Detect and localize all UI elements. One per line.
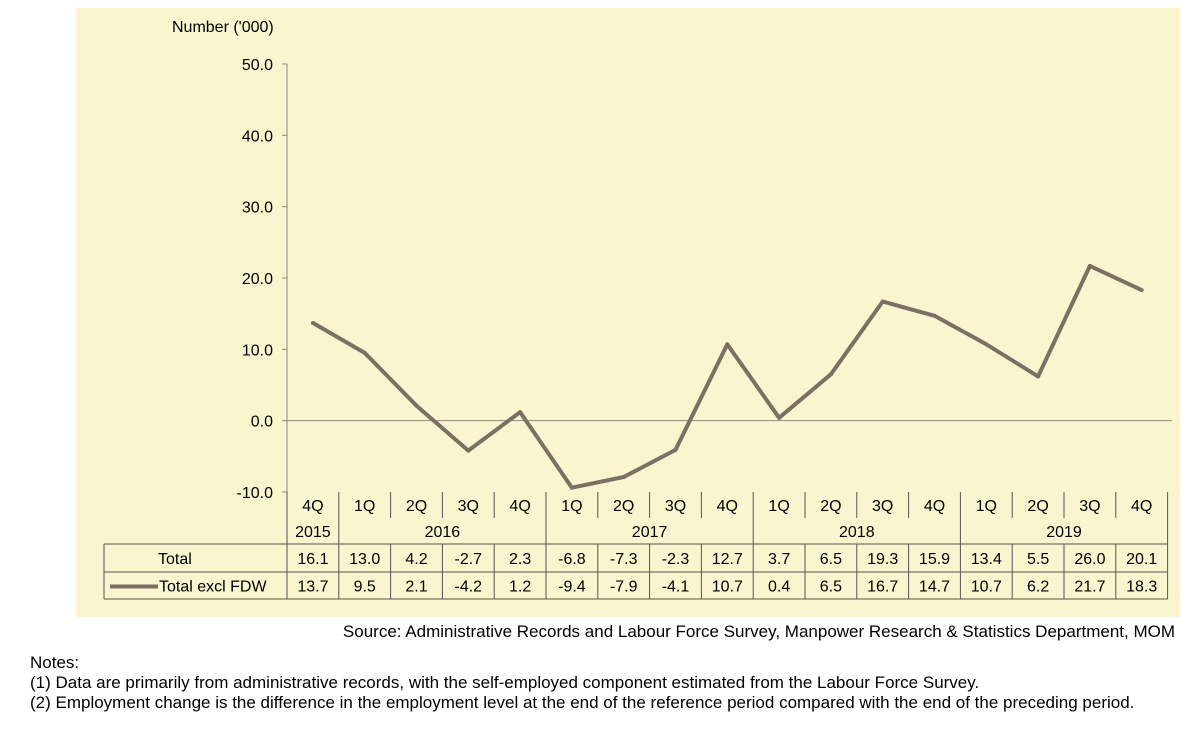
note-2: (2) Employment change is the difference … <box>30 693 1135 712</box>
data-value-label: 26.0 <box>1074 551 1105 568</box>
data-value-label: 9.5 <box>354 579 376 596</box>
data-value-label: 12.7 <box>712 551 743 568</box>
quarter-label: 1Q <box>354 498 375 515</box>
data-value-label: 1.2 <box>509 579 531 596</box>
y-tick-label: 20.0 <box>242 271 273 288</box>
y-tick-label: 10.0 <box>242 342 273 359</box>
y-tick-label: 0.0 <box>251 414 273 431</box>
data-point <box>932 313 937 318</box>
data-point <box>828 372 833 377</box>
quarter-label: 2Q <box>613 498 634 515</box>
year-label: 2015 <box>295 524 331 541</box>
data-value-label: 5.5 <box>1027 551 1049 568</box>
y-tick-label: -10.0 <box>237 485 274 502</box>
data-value-label: 6.5 <box>820 579 842 596</box>
data-table: 4Q 1Q 2Q 3Q 4Q 1Q 2Q 3Q 4Q 1Q 2Q 3Q 4Q 1Q 2Q 3Q 4Q 2015 20… <box>103 492 1169 600</box>
year-label: 2019 <box>1046 524 1082 541</box>
quarter-label: 4Q <box>509 498 530 515</box>
data-value-label: 16.7 <box>867 579 898 596</box>
quarter-label: 4Q <box>924 498 945 515</box>
data-point <box>725 342 730 347</box>
notes: Notes: (1) Data are primarily from admin… <box>30 653 1185 713</box>
y-tick-label: 50.0 <box>242 57 273 74</box>
y-tick-label: 40.0 <box>242 128 273 145</box>
data-value-label: -2.3 <box>662 551 690 568</box>
data-value-label: 6.2 <box>1027 579 1049 596</box>
data-point <box>414 403 419 408</box>
data-point <box>1139 288 1144 293</box>
series-lines <box>310 263 1144 490</box>
data-value-label: 2.3 <box>509 551 531 568</box>
quarter-label: 3Q <box>1079 498 1100 515</box>
data-value-label: -7.9 <box>610 579 638 596</box>
series-name-label: Total excl FDW <box>159 579 267 596</box>
note-1: (1) Data are primarily from administrati… <box>30 673 980 692</box>
data-value-label: 3.7 <box>768 551 790 568</box>
chart-background <box>76 8 1180 617</box>
data-value-label: -4.1 <box>662 579 690 596</box>
quarter-label: 3Q <box>665 498 686 515</box>
data-value-label: 13.4 <box>971 551 1002 568</box>
data-point <box>1036 374 1041 379</box>
quarter-label: 4Q <box>1131 498 1152 515</box>
data-value-label: 10.7 <box>712 579 743 596</box>
quarter-label: 3Q <box>872 498 893 515</box>
quarter-label: 1Q <box>561 498 582 515</box>
data-value-label: 16.1 <box>297 551 328 568</box>
data-point <box>777 415 782 420</box>
quarter-label: 4Q <box>717 498 738 515</box>
data-value-label: 4.2 <box>405 551 427 568</box>
data-value-label: 13.0 <box>349 551 380 568</box>
quarter-label: 2Q <box>406 498 427 515</box>
quarter-label: 1Q <box>768 498 789 515</box>
year-label: 2018 <box>839 524 875 541</box>
quarter-label: 2Q <box>1027 498 1048 515</box>
data-value-label: 14.7 <box>919 579 950 596</box>
year-label: 2016 <box>425 524 461 541</box>
data-value-label: 19.3 <box>867 551 898 568</box>
quarter-label: 4Q <box>302 498 323 515</box>
data-point <box>310 320 315 325</box>
source-note: Source: Administrative Records and Labou… <box>342 622 1175 641</box>
data-point <box>518 410 523 415</box>
data-point <box>880 299 885 304</box>
y-axis: 50.0 40.0 30.0 20.0 10.0 0.0 -10.0 <box>237 57 1172 502</box>
data-value-label: -2.7 <box>455 551 483 568</box>
employment-change-chart: Number ('000) 50.0 40.0 30.0 20.0 10.0 0.0 -10… <box>76 8 1180 617</box>
data-point <box>569 485 574 490</box>
notes-title: Notes: <box>30 653 80 672</box>
data-value-label: 2.1 <box>405 579 427 596</box>
year-label: 2017 <box>632 524 668 541</box>
y-tick-label: 30.0 <box>242 200 273 217</box>
quarter-label: 3Q <box>458 498 479 515</box>
series-name-label: Total <box>158 551 192 568</box>
data-value-label: -4.2 <box>455 579 483 596</box>
data-value-label: -6.8 <box>558 551 586 568</box>
y-axis-title: Number ('000) <box>172 19 274 36</box>
data-value-label: 6.5 <box>820 551 842 568</box>
data-value-label: 15.9 <box>919 551 950 568</box>
data-value-label: 20.1 <box>1126 551 1157 568</box>
data-point <box>362 350 367 355</box>
data-value-label: 0.4 <box>768 579 790 596</box>
data-value-label: -9.4 <box>558 579 586 596</box>
data-point <box>984 342 989 347</box>
data-point <box>1087 263 1092 268</box>
data-value-label: 21.7 <box>1074 579 1105 596</box>
quarter-label: 2Q <box>820 498 841 515</box>
data-point <box>466 448 471 453</box>
data-value-label: 10.7 <box>971 579 1002 596</box>
quarter-label: 1Q <box>976 498 997 515</box>
data-value-label: 18.3 <box>1126 579 1157 596</box>
data-point <box>621 475 626 480</box>
data-value-label: 13.7 <box>297 579 328 596</box>
data-value-label: -7.3 <box>610 551 638 568</box>
data-point <box>673 447 678 452</box>
